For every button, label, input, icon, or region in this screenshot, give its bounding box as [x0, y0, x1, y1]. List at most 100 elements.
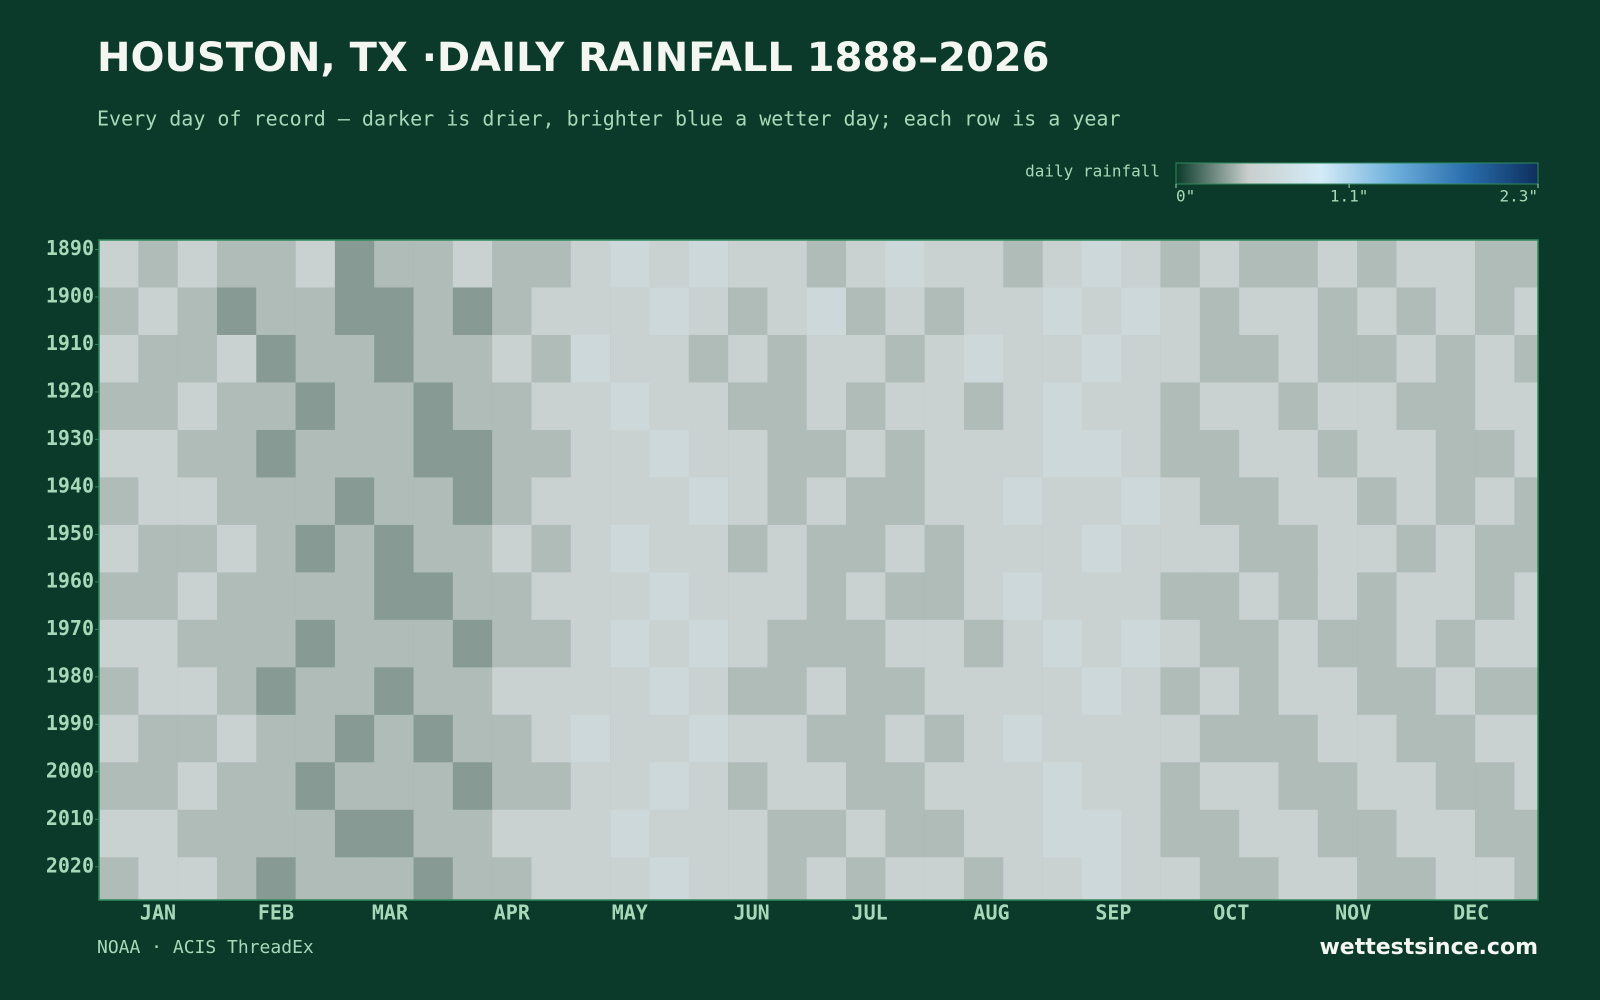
- x-tick-label: SEP: [1095, 901, 1131, 925]
- heat-cell: [767, 809, 808, 858]
- heat-cell: [846, 477, 886, 526]
- x-tick-label: DEC: [1453, 901, 1489, 925]
- heat-cell: [138, 240, 178, 288]
- heat-cell: [728, 572, 768, 621]
- heat-cell: [1278, 240, 1319, 288]
- heat-cell: [767, 762, 808, 811]
- heat-cell: [1278, 477, 1319, 526]
- heat-cell: [1514, 287, 1539, 336]
- heat-cell: [806, 762, 847, 811]
- heat-cell: [846, 334, 886, 383]
- heat-cell: [1042, 382, 1083, 431]
- heat-cell: [138, 287, 178, 336]
- heat-cell: [492, 714, 532, 763]
- heat-cell: [924, 287, 965, 336]
- heat-cell: [216, 382, 257, 431]
- heat-cell: [1239, 477, 1279, 526]
- heat-cell: [1121, 477, 1161, 526]
- heat-cell: [1160, 714, 1201, 763]
- heat-cell: [846, 287, 886, 336]
- heat-cell: [846, 240, 886, 288]
- heat-cell: [767, 240, 808, 288]
- heat-cell: [1475, 287, 1515, 336]
- heat-cell: [492, 524, 532, 573]
- heat-cell: [177, 572, 218, 621]
- heat-cell: [531, 572, 572, 621]
- heat-cell: [295, 619, 336, 668]
- heat-cell: [610, 334, 650, 383]
- heat-cell: [1003, 334, 1043, 383]
- heat-cell: [295, 240, 336, 288]
- heat-cell: [1317, 382, 1358, 431]
- heat-cell: [924, 429, 965, 478]
- heat-cell: [728, 524, 768, 573]
- heat-cell: [885, 240, 925, 288]
- heat-cell: [256, 240, 296, 288]
- heat-cell: [334, 240, 375, 288]
- heat-cell: [413, 714, 454, 763]
- heat-cell: [924, 572, 965, 621]
- heat-cell: [1160, 477, 1201, 526]
- heat-cell: [1042, 572, 1083, 621]
- heat-cell: [1003, 857, 1043, 901]
- heat-cell: [1081, 429, 1122, 478]
- heat-cell: [767, 287, 808, 336]
- heat-cell: [924, 334, 965, 383]
- heat-cell: [1121, 762, 1161, 811]
- heat-cell: [1396, 857, 1437, 901]
- heat-cell: [374, 572, 414, 621]
- heat-cell: [413, 382, 454, 431]
- heat-cell: [728, 334, 768, 383]
- heat-cell: [846, 524, 886, 573]
- y-tick-label: 2010: [46, 806, 94, 830]
- heat-cell: [1435, 572, 1476, 621]
- heat-cell: [846, 382, 886, 431]
- heat-cell: [806, 477, 847, 526]
- heat-cell: [570, 334, 611, 383]
- heat-cell: [1475, 857, 1515, 901]
- heat-cell: [216, 477, 257, 526]
- heat-cell: [924, 619, 965, 668]
- heat-cell: [610, 524, 650, 573]
- heat-cell: [767, 714, 808, 763]
- heat-cell: [256, 809, 296, 858]
- heat-cell: [334, 857, 375, 901]
- heat-cell: [649, 429, 690, 478]
- heat-cell: [767, 382, 808, 431]
- heat-cell: [924, 762, 965, 811]
- heat-cell: [334, 809, 375, 858]
- heat-cell: [885, 857, 925, 901]
- heat-cell: [806, 714, 847, 763]
- heat-cell: [610, 714, 650, 763]
- heat-cell: [295, 477, 336, 526]
- heat-cell: [1160, 429, 1201, 478]
- heat-cell: [963, 429, 1004, 478]
- heat-cell: [256, 429, 296, 478]
- heat-cell: [1317, 429, 1358, 478]
- heat-cell: [1160, 382, 1201, 431]
- heat-cell: [1239, 762, 1279, 811]
- heat-cell: [492, 667, 532, 716]
- heat-cell: [1317, 667, 1358, 716]
- x-tick-label: FEB: [258, 901, 294, 925]
- heat-cell: [1160, 572, 1201, 621]
- heat-cell: [1278, 809, 1319, 858]
- heat-cell: [885, 524, 925, 573]
- heat-cell: [295, 714, 336, 763]
- heat-cell: [728, 809, 768, 858]
- heat-cell: [334, 762, 375, 811]
- heat-cell: [728, 762, 768, 811]
- heat-cell: [1042, 809, 1083, 858]
- heat-cell: [1435, 714, 1476, 763]
- heat-cell: [138, 382, 178, 431]
- heat-cell: [334, 714, 375, 763]
- heat-cell: [924, 857, 965, 901]
- heat-cell: [846, 429, 886, 478]
- heat-cell: [177, 287, 218, 336]
- heat-cell: [570, 762, 611, 811]
- heat-cell: [1514, 667, 1539, 716]
- heat-cell: [1081, 524, 1122, 573]
- heat-cell: [413, 619, 454, 668]
- heat-cell: [1199, 809, 1240, 858]
- heat-cell: [334, 477, 375, 526]
